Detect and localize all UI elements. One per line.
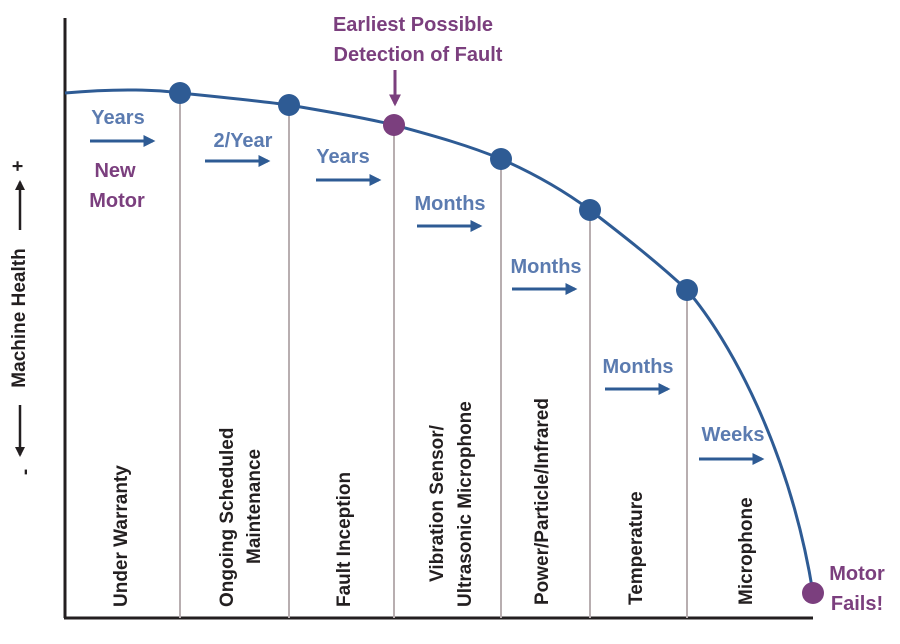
stage-label-under-warranty: Under Warranty	[111, 465, 132, 607]
duration-label: Months	[510, 256, 581, 278]
motor-fails-point	[802, 582, 824, 604]
motor-fails-line1: Motor	[829, 563, 885, 585]
y-axis-label: Machine Health	[9, 248, 30, 387]
curve-point	[169, 82, 191, 104]
curve-point	[579, 199, 601, 221]
motor-fails-line2: Fails!	[831, 593, 883, 615]
earliest-detection-annotation: Earliest Possible Detection of Fault	[333, 14, 503, 107]
stage-label-temperature: Temperature	[626, 491, 647, 605]
earliest-detection-line2: Detection of Fault	[334, 44, 503, 66]
stage-label-ongoing-scheduled: Ongoing Scheduled	[217, 428, 238, 607]
duration-label: Years	[316, 146, 369, 168]
stage-labels: Under Warranty Ongoing Scheduled Mainten…	[111, 398, 757, 607]
curve-point	[278, 94, 300, 116]
stage-label-power-particle-infrared: Power/Particle/Infrared	[532, 398, 553, 605]
duration-label: Weeks	[701, 424, 764, 446]
y-axis-minus: -	[15, 469, 36, 475]
curve-point	[676, 279, 698, 301]
duration-label: Months	[602, 356, 673, 378]
stage-label-fault-inception: Fault Inception	[334, 472, 355, 607]
y-axis-label-group: + Machine Health -	[8, 160, 36, 475]
stage-label-vibration-sensor: Vibration Sensor/	[427, 424, 448, 582]
new-motor-annotation: New Motor	[89, 160, 145, 212]
new-motor-line1: New	[94, 160, 136, 182]
earliest-detection-line1: Earliest Possible	[333, 14, 493, 36]
stage-label-microphone: Microphone	[736, 497, 757, 605]
y-axis-plus: +	[8, 160, 29, 171]
stage-label-ultrasonic-microphone: Ultrasonic Microphone	[455, 401, 476, 607]
duration-label: Years	[91, 107, 144, 129]
fault-detection-point	[383, 114, 405, 136]
stage-dividers	[179, 93, 688, 618]
duration-label: 2/Year	[214, 130, 273, 152]
motor-fails-annotation: Motor Fails!	[829, 563, 885, 615]
curve-point	[490, 148, 512, 170]
duration-label: Months	[414, 193, 485, 215]
duration-labels: Years 2/Year Years Months Months Months …	[90, 107, 765, 465]
new-motor-line2: Motor	[89, 190, 145, 212]
stage-label-maintenance: Maintenance	[244, 449, 265, 564]
